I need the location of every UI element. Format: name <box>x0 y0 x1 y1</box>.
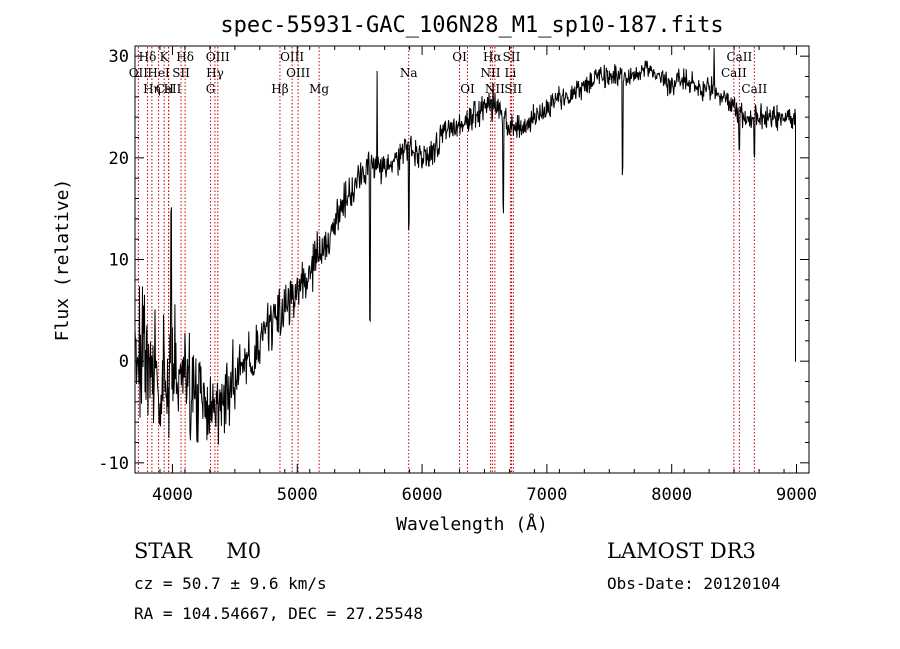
object-class: STAR M0 <box>134 539 261 563</box>
line-label: OIII <box>280 50 304 64</box>
x-tick-label: 5000 <box>277 485 318 505</box>
line-label: CaII <box>741 82 767 96</box>
line-marker-layer <box>137 47 755 472</box>
line-label: Hδ <box>176 50 194 64</box>
line-label: Hβ <box>271 82 288 96</box>
y-tick-label: 10 <box>109 251 129 271</box>
line-label: NII <box>480 66 500 80</box>
line-label: Hγ <box>206 66 224 80</box>
line-label: OI <box>452 50 467 64</box>
line-label: OII <box>129 66 149 80</box>
line-label: NII <box>485 82 505 96</box>
y-axis-label: Flux (relative) <box>52 179 73 342</box>
coordinates-text: RA = 104.54667, DEC = 27.25548 <box>134 604 423 623</box>
obs-date-text: Obs-Date: 20120104 <box>607 574 781 593</box>
line-label: OI <box>460 82 475 96</box>
y-tick-label: 30 <box>109 47 129 67</box>
line-label: Hη <box>143 82 161 96</box>
line-label: CaII <box>721 66 747 80</box>
line-label: CaII <box>726 50 752 64</box>
line-label: SII <box>172 66 190 80</box>
line-label: K <box>160 50 170 64</box>
y-axis: -10 0 10 20 30 <box>98 47 809 474</box>
y-tick-label: -10 <box>98 454 129 474</box>
line-label: SII <box>503 50 521 64</box>
line-label: Na <box>400 66 418 80</box>
spectrum-line <box>134 47 796 445</box>
y-tick-label: 0 <box>119 352 129 372</box>
x-tick-label: 6000 <box>402 485 443 505</box>
line-label: Hδ <box>139 50 157 64</box>
line-label: HeI <box>147 66 170 80</box>
chart-title: spec-55931-GAC_106N28_M1_sp10-187.fits <box>220 13 723 38</box>
x-axis-label: Wavelength (Å) <box>396 513 548 535</box>
line-label: CaII <box>156 82 182 96</box>
line-label: SII <box>504 82 522 96</box>
x-tick-label: 4000 <box>152 485 193 505</box>
plot-frame <box>134 45 810 474</box>
line-label: Hα <box>483 50 502 64</box>
line-label: Li <box>505 66 517 80</box>
line-label: Mg <box>309 82 329 96</box>
line-label: G <box>206 82 216 96</box>
line-label: OIII <box>286 66 310 80</box>
x-tick-label: 9000 <box>776 485 817 505</box>
survey-label: LAMOST DR3 <box>607 539 756 563</box>
y-tick-label: 20 <box>109 149 129 169</box>
x-axis: 4000 5000 6000 7000 8000 9000 <box>134 46 817 505</box>
spectrum-layer <box>134 47 796 445</box>
line-label: H <box>163 82 173 96</box>
x-tick-label: 8000 <box>651 485 692 505</box>
subclass-label: M0 <box>226 539 262 563</box>
redshift-text: cz = 50.7 ± 9.6 km/s <box>134 574 327 593</box>
x-tick-label: 7000 <box>526 485 567 505</box>
line-label: OIII <box>206 50 230 64</box>
class-label: STAR <box>134 539 193 563</box>
